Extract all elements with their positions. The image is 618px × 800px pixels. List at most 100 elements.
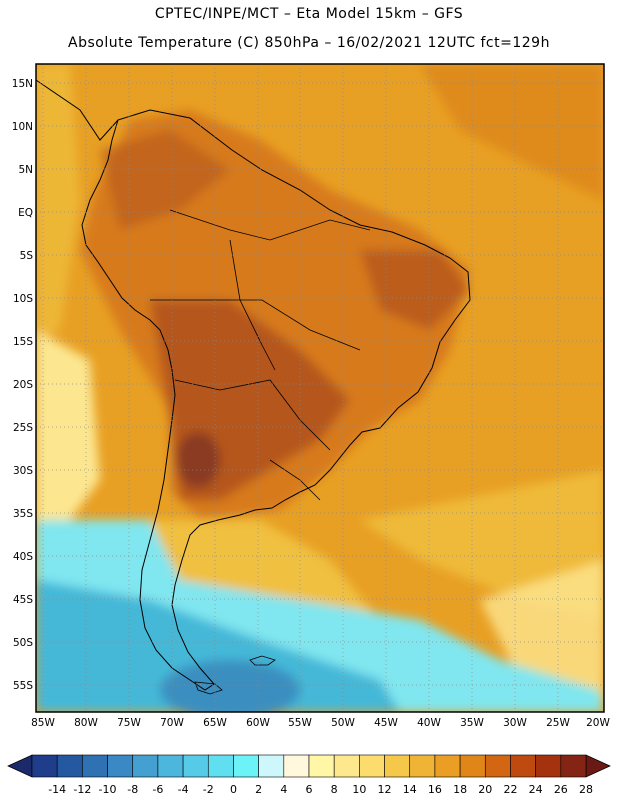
colorbar-label: -8 bbox=[127, 783, 138, 796]
colorbar-swatch bbox=[484, 754, 511, 778]
colorbar-label: 12 bbox=[378, 783, 392, 796]
colorbar-swatch bbox=[56, 754, 83, 778]
lat-tick: 25S bbox=[13, 422, 33, 434]
colorbar-swatch bbox=[359, 754, 385, 778]
colorbar-swatch bbox=[384, 754, 411, 778]
country-border-north bbox=[169, 209, 371, 241]
south-atlantic-cool bbox=[480, 560, 604, 700]
lon-tick: 20W bbox=[586, 717, 610, 729]
lat-tick: 45S bbox=[13, 594, 33, 606]
very-hot-north bbox=[100, 130, 230, 230]
lon-tick: 60W bbox=[246, 717, 270, 729]
colorbar-label: 22 bbox=[503, 783, 517, 796]
lat-tick: 5S bbox=[20, 250, 34, 262]
southern-colder-water bbox=[36, 580, 400, 712]
lat-tick: 5N bbox=[18, 164, 33, 176]
colorbar-swatch bbox=[535, 754, 562, 778]
tierra-del-fuego bbox=[194, 681, 223, 695]
falkland-islands bbox=[249, 655, 276, 666]
lat-tick: 55S bbox=[13, 680, 33, 692]
colorbar-swatch bbox=[182, 754, 209, 778]
mild-atlantic-north bbox=[420, 64, 604, 200]
colorbar-right-arrow bbox=[585, 754, 611, 778]
colorbar-label: -4 bbox=[178, 783, 189, 796]
lat-tick: 10S bbox=[13, 293, 33, 305]
lat-tick: 15S bbox=[13, 336, 33, 348]
country-border-south bbox=[174, 379, 331, 451]
pacific-cool-band bbox=[36, 330, 100, 530]
colorbar-swatch bbox=[207, 754, 234, 778]
map-frame bbox=[35, 63, 605, 713]
colorbar-swatch bbox=[132, 754, 159, 778]
colorbar-swatch bbox=[31, 754, 58, 778]
colorbar: -14 -12 -10 -8 -6 -4 -2 0 2 4 6 8 10 12 14 16 18 20 22 24 26… bbox=[7, 754, 611, 796]
hot-core-argentina bbox=[176, 432, 220, 488]
lat-tick: 10N bbox=[12, 121, 33, 133]
colorbar-swatch bbox=[107, 754, 134, 778]
longitude-axis: 85W 80W 75W 70W 65W 60W 55W 50W 45W 40W … bbox=[31, 717, 610, 729]
colorbar-label: 10 bbox=[352, 783, 366, 796]
pacific-mild-band bbox=[36, 64, 80, 340]
colorbar-label: -12 bbox=[73, 783, 91, 796]
lon-tick: 80W bbox=[74, 717, 98, 729]
lon-tick: 50W bbox=[331, 717, 355, 729]
colorbar-label: 16 bbox=[428, 783, 442, 796]
colorbar-swatch bbox=[82, 754, 108, 778]
lon-tick: 40W bbox=[417, 717, 441, 729]
colorbar-swatch bbox=[459, 754, 486, 778]
colorbar-label: -14 bbox=[48, 783, 66, 796]
lon-tick: 25W bbox=[546, 717, 570, 729]
colorbar-label: 2 bbox=[255, 783, 262, 796]
lat-tick: 30S bbox=[13, 465, 33, 477]
colorbar-label: -10 bbox=[99, 783, 117, 796]
colorbar-swatch bbox=[434, 754, 461, 778]
colorbar-swatch bbox=[409, 754, 436, 778]
south-america-coastline bbox=[81, 109, 471, 691]
colorbar-label: 14 bbox=[403, 783, 417, 796]
lon-tick: 45W bbox=[374, 717, 398, 729]
lon-tick: 85W bbox=[31, 717, 55, 729]
colorbar-label: 18 bbox=[453, 783, 467, 796]
colorbar-label: 6 bbox=[306, 783, 313, 796]
chart-title-line-1: CPTEC/INPE/MCT – Eta Model 15km – GFS bbox=[154, 6, 464, 22]
colorbar-left-arrow bbox=[7, 754, 33, 778]
colorbar-label: 20 bbox=[478, 783, 492, 796]
colorbar-swatch bbox=[560, 754, 587, 778]
lon-tick: 65W bbox=[203, 717, 227, 729]
colorbar-swatch bbox=[510, 754, 536, 778]
colorbar-swatch bbox=[308, 754, 335, 778]
colorbar-swatch bbox=[233, 754, 259, 778]
colorbar-label: 4 bbox=[280, 783, 287, 796]
colorbar-label: -6 bbox=[152, 783, 163, 796]
lat-tick: 50S bbox=[13, 637, 33, 649]
very-hot-northeast bbox=[360, 250, 470, 330]
colorbar-label: 28 bbox=[579, 783, 593, 796]
lon-tick: 70W bbox=[160, 717, 184, 729]
colorbar-label: -2 bbox=[203, 783, 214, 796]
lat-tick: 20S bbox=[13, 379, 33, 391]
lat-tick: 40S bbox=[13, 551, 33, 563]
colorbar-label: 24 bbox=[529, 783, 543, 796]
lon-tick: 75W bbox=[117, 717, 141, 729]
grid-lines bbox=[36, 64, 604, 712]
lat-tick: EQ bbox=[18, 207, 33, 219]
colorbar-label: 26 bbox=[554, 783, 568, 796]
lon-tick: 30W bbox=[503, 717, 527, 729]
lon-tick: 55W bbox=[288, 717, 312, 729]
temperature-field bbox=[36, 64, 604, 712]
colorbar-label: 8 bbox=[331, 783, 338, 796]
colorbar-swatch bbox=[157, 754, 184, 778]
colorbar-swatch bbox=[283, 754, 310, 778]
colorbar-label: 0 bbox=[230, 783, 237, 796]
coldest-patch bbox=[160, 660, 300, 712]
lat-tick: 35S bbox=[13, 508, 33, 520]
chart-title-line-2: Absolute Temperature (C) 850hPa – 16/02/… bbox=[68, 35, 550, 51]
country-border-vertical bbox=[229, 239, 276, 371]
country-border-central bbox=[150, 299, 361, 351]
central-america-coastline bbox=[36, 79, 119, 141]
colorbar-swatch bbox=[258, 754, 285, 778]
latitude-axis: 15N 10N 5N EQ 5S 10S 15S 20S 25S 30S 35S… bbox=[12, 78, 34, 692]
colorbar-swatch bbox=[333, 754, 360, 778]
lon-tick: 35W bbox=[460, 717, 484, 729]
